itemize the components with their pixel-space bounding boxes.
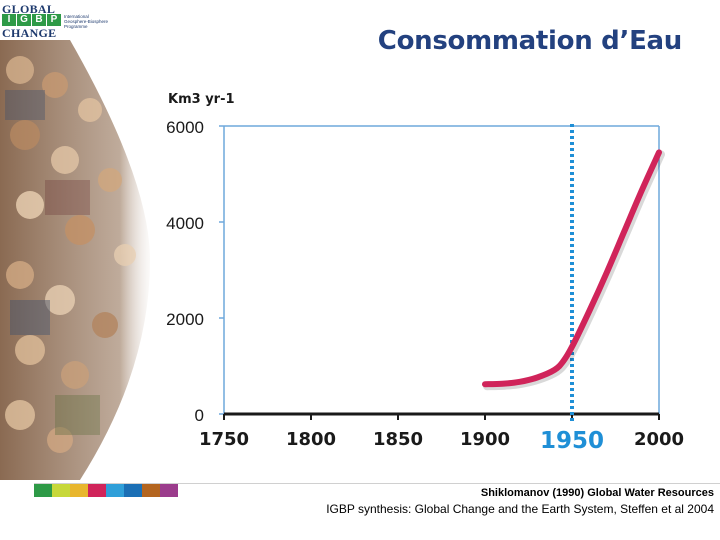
color-strip (34, 484, 178, 497)
logo-letter: P (47, 14, 61, 26)
footer-divider (34, 483, 720, 484)
color-strip-swatch (34, 484, 52, 497)
water-consumption-chart: 0 2000 4000 6000 1750 1800 1850 1900 1950 2000 Km… (166, 92, 684, 454)
color-strip-swatch (142, 484, 160, 497)
logo-letter: G (17, 14, 31, 26)
slide-title: Consommation d’Eau (377, 26, 683, 56)
y-tick-label: 0 (195, 406, 204, 425)
logo-programme-line: Geosphere-Biosphere (64, 19, 109, 24)
x-tick-label-highlight: 1950 (540, 428, 604, 454)
logo-global-text: GLOBAL (2, 2, 56, 16)
x-tick-label: 1800 (286, 429, 336, 450)
color-strip-swatch (70, 484, 88, 497)
color-strip-swatch (88, 484, 106, 497)
logo-letter: I (2, 14, 16, 26)
logo-programme-line: International (64, 14, 89, 19)
series-line (482, 149, 662, 388)
source-citation: IGBP synthesis: Global Change and the Ea… (326, 502, 714, 516)
y-tick-label: 4000 (166, 214, 204, 233)
logo-letter: B (32, 14, 46, 26)
crowd-photo (0, 40, 150, 480)
x-tick-label: 2000 (634, 429, 684, 450)
x-tick-label: 1850 (373, 429, 423, 450)
color-strip-swatch (52, 484, 70, 497)
logo-change-text: CHANGE (2, 26, 57, 40)
x-tick-label: 1900 (460, 429, 510, 450)
color-strip-swatch (124, 484, 142, 497)
source-citation-bold: Shiklomanov (1990) Global Water Resource… (480, 487, 714, 499)
logo-programme-line: Programme (64, 24, 88, 29)
color-strip-swatch (106, 484, 124, 497)
y-tick-label: 2000 (166, 310, 204, 329)
igbp-logo: GLOBAL I G B P International Geosphere-B… (2, 2, 124, 40)
x-tick-label: 1750 (199, 429, 249, 450)
color-strip-swatch (160, 484, 178, 497)
y-tick-label: 6000 (166, 118, 204, 137)
logo-programme-text: International Geosphere-Biosphere Progra… (64, 14, 124, 29)
logo-igbp-letters: I G B P (2, 14, 62, 26)
y-axis-label: Km3 yr-1 (168, 92, 235, 107)
